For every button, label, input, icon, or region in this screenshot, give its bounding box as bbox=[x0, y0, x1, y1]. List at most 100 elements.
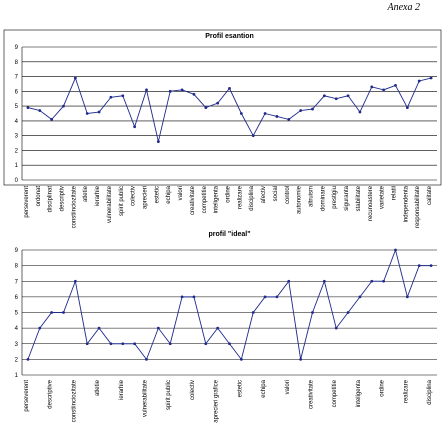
point bbox=[429, 76, 433, 80]
point bbox=[156, 140, 160, 143]
x-tick-label: perseverent bbox=[24, 186, 30, 218]
point bbox=[251, 134, 255, 138]
point bbox=[370, 85, 374, 89]
x-tick-label: estetic bbox=[154, 186, 160, 203]
y-tick-label: 2 bbox=[15, 357, 19, 363]
x-tick-label: echipa bbox=[166, 185, 172, 203]
point bbox=[180, 295, 184, 299]
x-tick-label: stabilitate bbox=[356, 185, 362, 211]
point bbox=[382, 279, 386, 283]
y-tick-label: 8 bbox=[15, 60, 19, 66]
point bbox=[263, 295, 267, 299]
y-tick-label: 3 bbox=[15, 134, 19, 140]
x-tick-label: siguranta bbox=[344, 185, 350, 210]
point bbox=[382, 88, 386, 92]
point bbox=[311, 311, 314, 314]
x-tick-label: valori bbox=[178, 186, 184, 200]
point bbox=[334, 326, 338, 330]
y-tick-label: 6 bbox=[15, 89, 19, 95]
point bbox=[133, 342, 137, 346]
x-tick-label: constiinciozitate bbox=[71, 185, 77, 228]
x-tick-label: inteligenta bbox=[356, 379, 362, 407]
point bbox=[38, 326, 42, 330]
x-tick-label: creativitate bbox=[309, 379, 315, 409]
x-tick-label: autonomie bbox=[297, 185, 303, 214]
point bbox=[239, 357, 243, 361]
point bbox=[275, 295, 279, 299]
y-tick-label: 4 bbox=[15, 326, 19, 332]
point bbox=[311, 107, 314, 111]
x-tick-label: vulnerabilitate bbox=[143, 379, 149, 417]
y-tick-label: 7 bbox=[15, 279, 19, 285]
x-tick-label: ierarhie bbox=[95, 185, 101, 206]
x-tick-label: calitate bbox=[427, 185, 433, 205]
x-tick-label: varietate bbox=[380, 185, 386, 209]
point bbox=[192, 295, 196, 299]
point bbox=[216, 326, 220, 330]
y-tick-label: 5 bbox=[15, 104, 19, 110]
point bbox=[97, 110, 101, 114]
point bbox=[299, 357, 303, 361]
point bbox=[370, 279, 374, 283]
point bbox=[322, 279, 326, 283]
point bbox=[251, 311, 255, 314]
point bbox=[133, 125, 137, 129]
y-tick-label: 5 bbox=[15, 311, 19, 317]
x-tick-label: valori bbox=[285, 380, 291, 394]
x-tick-label: recunoastere bbox=[368, 185, 374, 221]
point bbox=[62, 311, 65, 314]
point bbox=[417, 79, 421, 83]
point bbox=[346, 311, 350, 314]
point bbox=[204, 342, 208, 346]
x-tick-label: afectiv bbox=[261, 186, 267, 203]
point bbox=[299, 109, 303, 112]
point bbox=[145, 357, 148, 361]
y-tick-label: 3 bbox=[15, 342, 19, 348]
y-tick-label: 9 bbox=[15, 45, 19, 51]
chart-title: Profil esantion bbox=[205, 33, 254, 40]
point bbox=[109, 95, 113, 99]
point bbox=[405, 295, 409, 299]
x-tick-label: realizare bbox=[237, 185, 243, 209]
point bbox=[192, 92, 196, 96]
y-tick-label: 1 bbox=[15, 373, 19, 379]
point bbox=[168, 342, 172, 346]
point bbox=[38, 109, 42, 112]
x-tick-label: spirit public bbox=[166, 380, 172, 410]
point bbox=[121, 94, 125, 98]
x-tick-label: colectiv bbox=[190, 380, 196, 400]
point bbox=[358, 110, 362, 114]
x-tick-label: disciplinat bbox=[48, 186, 54, 213]
x-tick-label: relatii bbox=[392, 186, 398, 200]
x-tick-label: ierarhie bbox=[119, 379, 125, 400]
point bbox=[180, 88, 184, 92]
x-tick-label: aprecieri grafice bbox=[214, 379, 220, 422]
header-title: Anexa 2 bbox=[387, 2, 421, 13]
x-tick-label: competitie bbox=[202, 185, 208, 213]
x-tick-label: disciplina bbox=[427, 379, 433, 404]
point bbox=[156, 326, 160, 330]
x-tick-label: altruism bbox=[309, 186, 315, 207]
y-tick-label: 9 bbox=[15, 248, 19, 254]
point bbox=[429, 264, 433, 268]
point bbox=[346, 94, 350, 98]
x-tick-label: estetic bbox=[237, 380, 243, 397]
x-tick-label: realizare bbox=[403, 379, 409, 403]
x-tick-label: atletie bbox=[83, 185, 89, 202]
y-tick-label: 0 bbox=[15, 178, 19, 184]
point bbox=[216, 101, 220, 105]
point bbox=[50, 118, 54, 121]
point bbox=[145, 88, 148, 92]
y-tick-label: 1 bbox=[15, 163, 19, 169]
x-tick-label: vulnerabilitate bbox=[107, 185, 113, 223]
point bbox=[85, 112, 89, 115]
point bbox=[26, 106, 30, 109]
point bbox=[287, 118, 291, 121]
point bbox=[394, 84, 397, 87]
x-tick-label: echipa bbox=[261, 379, 267, 397]
chart-frame bbox=[3, 29, 442, 186]
x-tick-label: social bbox=[273, 186, 279, 201]
point bbox=[204, 106, 208, 109]
x-tick-label: descriptive bbox=[48, 379, 54, 408]
